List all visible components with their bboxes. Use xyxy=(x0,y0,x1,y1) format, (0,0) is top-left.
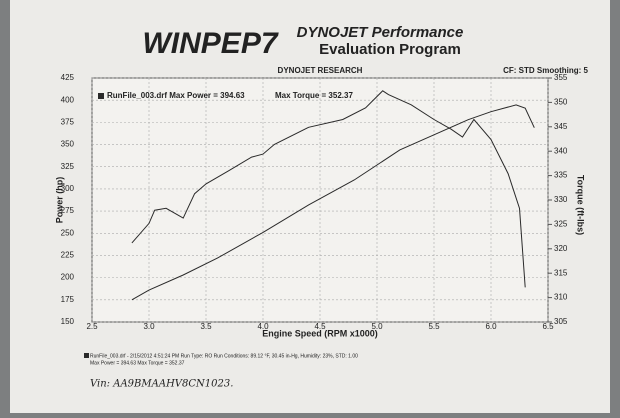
company: DYNOJET RESEARCH xyxy=(278,66,363,75)
y-tick-label: 225 xyxy=(61,251,75,260)
data-line xyxy=(131,90,526,288)
y-tick-label: 150 xyxy=(61,317,75,326)
y2-tick-label: 320 xyxy=(554,244,568,253)
logo: WINPEP7 xyxy=(142,27,278,60)
footer-swatch xyxy=(84,353,89,358)
y-tick-label: 325 xyxy=(61,162,75,171)
x-axis-label: Engine Speed (RPM x1000) xyxy=(262,328,378,338)
y-tick-label: 375 xyxy=(61,117,75,126)
y2-tick-label: 305 xyxy=(554,317,568,326)
legend-swatch xyxy=(98,93,104,99)
title: DYNOJET Performance xyxy=(297,24,464,41)
x-tick-label: 3.5 xyxy=(200,322,212,331)
x-tick-label: 6.5 xyxy=(542,322,554,331)
y2-tick-label: 325 xyxy=(554,220,568,229)
y2-tick-label: 330 xyxy=(554,195,568,204)
data-line xyxy=(131,104,535,301)
handwritten-vin: Vin: AA9BMAAHV8CN1023. xyxy=(90,379,233,390)
x-tick-label: 5.5 xyxy=(428,322,440,331)
y2-tick-label: 345 xyxy=(554,122,568,131)
footer-text: Max Power = 394.63 Max Torque = 352.37 xyxy=(90,360,185,366)
y2-tick-label: 310 xyxy=(554,293,568,302)
y-tick-label: 400 xyxy=(61,95,75,104)
x-tick-label: 3.0 xyxy=(143,322,155,331)
legend-entry: Max Torque = 352.37 xyxy=(275,91,353,100)
y-tick-label: 175 xyxy=(61,295,75,304)
settings: CF: STD Smoothing: 5 xyxy=(503,66,588,75)
y2-tick-label: 350 xyxy=(554,98,568,107)
x-tick-label: 6.0 xyxy=(485,322,497,331)
x-tick-label: 2.5 xyxy=(86,322,98,331)
x-tick-label: 4.0 xyxy=(257,322,269,331)
y-tick-label: 275 xyxy=(61,206,75,215)
y2-tick-label: 355 xyxy=(554,73,568,82)
y-tick-label: 250 xyxy=(61,228,75,237)
y2-tick-label: 335 xyxy=(554,171,568,180)
footer-text: RunFile_003.drf - 2/15/2012 4:51:24 PM R… xyxy=(90,353,358,359)
y2-tick-label: 315 xyxy=(554,268,568,277)
title: Evaluation Program xyxy=(319,41,461,58)
x-tick-label: 4.5 xyxy=(314,322,326,331)
legend-entry: RunFile_003.drf Max Power = 394.63 xyxy=(107,91,245,100)
y-tick-label: 425 xyxy=(61,73,75,82)
y2-axis-label: Torque (ft-lbs) xyxy=(576,175,586,235)
y2-tick-label: 340 xyxy=(554,146,568,155)
y-tick-label: 200 xyxy=(61,273,75,282)
y-axis-label: Power (hp) xyxy=(54,177,64,224)
x-tick-label: 5.0 xyxy=(371,322,383,331)
y-tick-label: 350 xyxy=(61,140,75,149)
y-tick-label: 300 xyxy=(61,184,75,193)
